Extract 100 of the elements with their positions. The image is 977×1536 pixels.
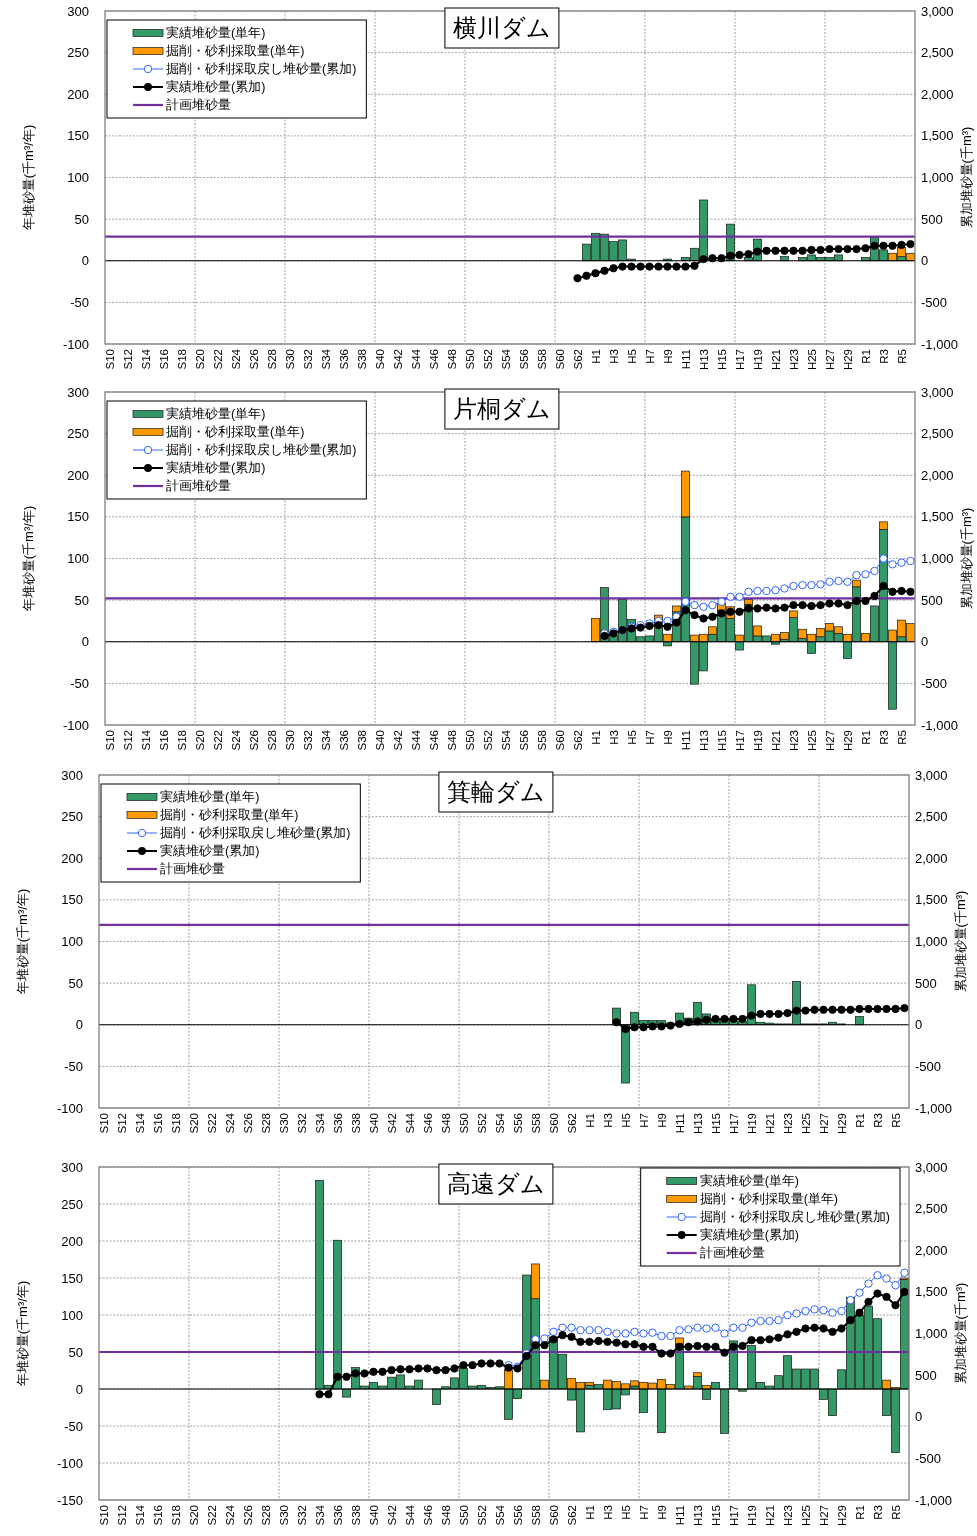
x-tick-label: H23 [787, 730, 800, 752]
x-tick-label: S10 [97, 1505, 110, 1526]
x-tick-label: H15 [715, 730, 728, 752]
y2-tick-label: 0 [921, 634, 929, 650]
legend-label: 掘削・砂利採取戻し堆砂量(累加) [699, 1210, 890, 1225]
x-tick-label: S38 [355, 730, 368, 751]
y2-tick-label: 2,000 [921, 467, 954, 483]
y-tick-label: 100 [67, 551, 89, 567]
x-tick-label: S58 [535, 349, 548, 370]
legend-label: 計画堆砂量 [160, 862, 225, 877]
x-tick-label: S16 [157, 730, 170, 751]
x-tick-label: H21 [769, 349, 782, 371]
x-tick-label: R1 [859, 349, 872, 364]
x-tick-label: S12 [115, 1505, 128, 1526]
title: 横川ダム [444, 7, 560, 49]
y-tick-label: 150 [67, 509, 89, 525]
x-tick-label: S30 [283, 730, 296, 751]
legend-label: 掘削・砂利採取戻し堆砂量(累加) [160, 826, 351, 841]
x-tick-label: S46 [427, 730, 440, 751]
x-tick-label: H29 [841, 349, 854, 371]
x-tick-label: S42 [391, 730, 404, 751]
legend-label: 掘削・砂利採取量(単年) [166, 44, 305, 59]
legend-label: 実績堆砂量(累加) [160, 843, 260, 859]
x-tick-label: S36 [331, 1505, 344, 1526]
y2-tick-label: 500 [915, 975, 937, 991]
y-tick-label: -50 [64, 1418, 83, 1434]
x-tick-label: H27 [823, 730, 836, 752]
y-tick-label: 100 [61, 1307, 83, 1323]
x-tick-label: H3 [607, 349, 620, 364]
y-tick-label: 150 [61, 892, 83, 908]
x-tick-label: S10 [103, 730, 116, 751]
x-tick-label: S30 [277, 1505, 290, 1526]
x-tick-label: H9 [655, 1113, 668, 1128]
legend-label: 掘削・砂利採取量(単年) [166, 425, 305, 440]
x-tick-label: S58 [535, 730, 548, 751]
x-tick-label: S22 [211, 349, 224, 370]
x-tick-label: S44 [409, 729, 422, 751]
x-tick-label: S54 [499, 729, 512, 751]
y2-axis-title: 累加堆砂量(千m³) [952, 1282, 968, 1385]
x-tick-label: S44 [409, 348, 422, 370]
x-tick-label: H15 [709, 1505, 722, 1527]
x-tick-label: S38 [349, 1113, 362, 1134]
title: 高遠ダム [438, 1163, 554, 1205]
y2-tick-label: 2,000 [915, 850, 948, 866]
y2-tick-label: 0 [915, 1017, 923, 1033]
legend-label: 実績堆砂量(累加) [166, 79, 266, 95]
x-tick-label: S20 [193, 349, 206, 370]
x-tick-label: H5 [619, 1505, 632, 1520]
x-tick-label: H27 [817, 1113, 830, 1135]
x-tick-label: S16 [151, 1505, 164, 1526]
x-tick-label: S50 [457, 1113, 470, 1134]
y-tick-label: 100 [61, 934, 83, 950]
x-tick-label: S14 [133, 1504, 146, 1526]
chart-title: 箕輪ダム [446, 778, 545, 806]
y2-tick-label: -500 [921, 675, 948, 691]
x-tick-label: S18 [169, 1505, 182, 1526]
x-tick-label: S42 [391, 349, 404, 370]
x-tick-label: S40 [367, 1113, 380, 1134]
y2-tick-label: -1,000 [921, 336, 958, 352]
x-tick-label: S36 [337, 349, 350, 370]
x-tick-label: H17 [733, 349, 746, 371]
x-tick-label: H1 [589, 730, 602, 745]
y-axis-title: 年堆砂量(千m³/年) [20, 124, 36, 231]
y2-tick-label: 2,500 [915, 809, 948, 825]
x-tick-label: H19 [745, 1113, 758, 1135]
x-tick-label: S14 [133, 1112, 146, 1134]
y-tick-label: 0 [81, 253, 89, 269]
x-tick-label: S24 [229, 348, 242, 370]
y-axis-title: 年堆砂量(千m³/年) [14, 888, 30, 995]
legend-label: 掘削・砂利採取量(単年) [699, 1192, 838, 1207]
legend-label: 計画堆砂量 [166, 98, 231, 113]
x-tick-label: R5 [889, 1113, 902, 1128]
x-tick-label: H29 [835, 1113, 848, 1135]
x-tick-label: S28 [259, 1505, 272, 1526]
x-tick-label: S62 [571, 730, 584, 751]
x-tick-label: S30 [277, 1113, 290, 1134]
y-tick-label: 50 [68, 1344, 83, 1360]
x-tick-label: S28 [265, 349, 278, 370]
x-tick-label: S40 [373, 730, 386, 751]
legend-label: 実績堆砂量(累加) [166, 460, 266, 476]
x-tick-label: S42 [385, 1505, 398, 1526]
title: 箕輪ダム [438, 771, 554, 813]
x-tick-label: S12 [121, 349, 134, 370]
x-tick-label: S56 [517, 349, 530, 370]
x-tick-label: S54 [499, 348, 512, 370]
x-tick-label: S12 [115, 1113, 128, 1134]
x-tick-label: S38 [355, 349, 368, 370]
x-tick-label: H21 [763, 1113, 776, 1135]
x-tick-label: H1 [589, 349, 602, 364]
x-tick-label: S14 [139, 729, 152, 751]
x-tick-label: S60 [553, 349, 566, 370]
chart-title: 片桐ダム [452, 395, 551, 423]
x-tick-label: H17 [727, 1113, 740, 1135]
x-tick-label: S16 [151, 1113, 164, 1134]
x-tick-label: S36 [331, 1113, 344, 1134]
x-tick-label: S32 [295, 1113, 308, 1134]
x-tick-label: S60 [553, 730, 566, 751]
x-tick-label: S62 [565, 1113, 578, 1134]
y-tick-label: 300 [61, 1159, 83, 1175]
x-tick-label: S30 [283, 349, 296, 370]
